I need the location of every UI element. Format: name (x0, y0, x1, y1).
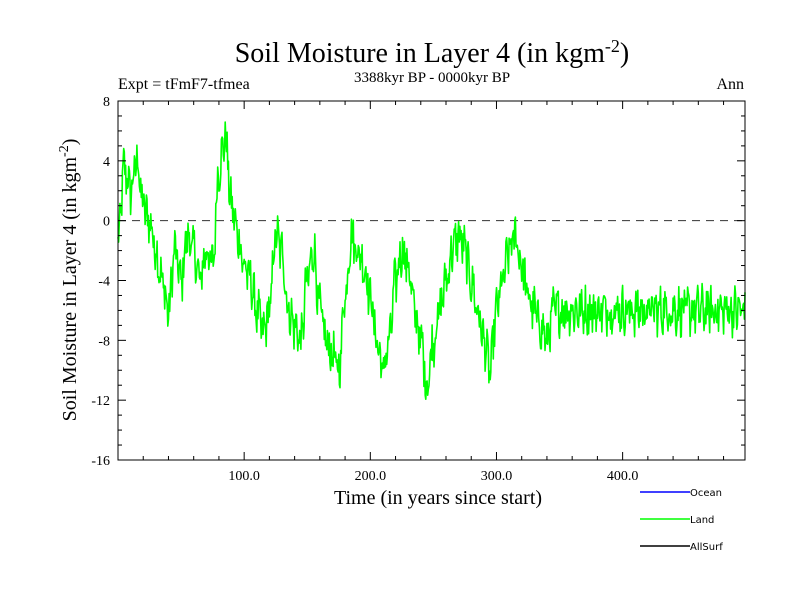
y-tick-label: -8 (98, 334, 110, 349)
y-axis-tick-labels: 8 4 0 -4 -8 -12 -16 (91, 95, 110, 469)
chart-title: Soil Moisture in Layer 4 (in kgm-2) (235, 36, 630, 69)
y-tick-label: -16 (91, 454, 110, 469)
x-tick-label: 400.0 (607, 469, 639, 484)
time-range-label: 3388kyr BP - 0000kyr BP (354, 70, 510, 86)
legend-label-land: Land (690, 515, 714, 526)
x-tick-label: 100.0 (228, 469, 260, 484)
y-axis-label: Soil Moisture in Layer 4 (in kgm-2) (57, 139, 81, 422)
x-axis-tick-labels: 100.0 200.0 300.0 400.0 (228, 469, 638, 484)
x-axis-label: Time (in years since start) (334, 487, 542, 509)
y-tick-label: 4 (103, 155, 110, 170)
legend-label-ocean: Ocean (690, 488, 722, 499)
x-tick-label: 200.0 (355, 469, 387, 484)
legend: Ocean Land AllSurf (640, 488, 723, 553)
plot-frame (117, 100, 746, 461)
y-tick-label: 8 (103, 95, 110, 110)
y-tick-label: -12 (91, 394, 110, 409)
y-tick-label: 0 (103, 215, 110, 230)
y-tick-label: -4 (98, 275, 110, 290)
series-line-land (117, 121, 746, 401)
experiment-label: Expt = tFmF7-tfmea (118, 76, 250, 93)
x-tick-label: 300.0 (481, 469, 513, 484)
legend-label-allsurf: AllSurf (690, 542, 723, 553)
season-label: Ann (716, 76, 744, 93)
axis-ticks (118, 100, 745, 461)
plot-area (117, 100, 746, 461)
